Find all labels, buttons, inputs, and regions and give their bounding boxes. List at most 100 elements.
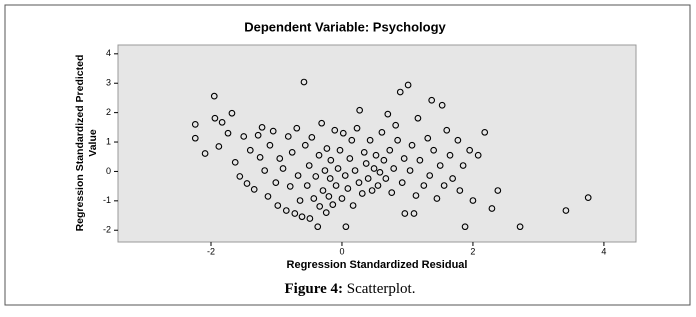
point xyxy=(351,167,359,174)
y-tick-label: 0 xyxy=(106,166,111,176)
x-tick-label: 2 xyxy=(470,246,475,256)
point xyxy=(305,162,313,169)
chart-title: Dependent Variable: Psychology xyxy=(244,19,446,34)
point xyxy=(438,101,446,109)
point xyxy=(298,213,306,221)
point xyxy=(440,182,448,189)
point xyxy=(446,151,454,159)
point xyxy=(401,210,409,217)
point xyxy=(261,167,269,174)
point xyxy=(516,223,524,231)
point xyxy=(414,114,422,122)
point xyxy=(384,110,392,118)
y-axis-label: Value xyxy=(87,129,99,157)
point xyxy=(288,148,296,156)
x-axis-label: Regression Standardized Residual xyxy=(287,259,468,271)
point xyxy=(211,114,219,122)
point xyxy=(228,109,236,117)
point xyxy=(374,182,382,189)
point xyxy=(325,193,333,200)
point xyxy=(308,133,316,141)
point xyxy=(318,119,326,127)
point xyxy=(416,156,424,164)
caption: Figure 4: Scatterplot. xyxy=(285,281,416,297)
point xyxy=(191,134,199,142)
point xyxy=(286,183,294,190)
point xyxy=(469,197,477,204)
point xyxy=(378,128,386,136)
point xyxy=(449,175,456,182)
point xyxy=(562,207,570,214)
point xyxy=(430,146,437,154)
point xyxy=(360,148,368,156)
point xyxy=(294,172,302,179)
point xyxy=(584,194,592,201)
point xyxy=(410,210,418,217)
point xyxy=(256,153,264,161)
point xyxy=(390,165,398,172)
point xyxy=(392,121,400,129)
point xyxy=(341,172,349,179)
y-tick-label: 2 xyxy=(106,107,111,117)
y-tick-label: 4 xyxy=(106,48,111,58)
point xyxy=(327,156,335,164)
point xyxy=(382,175,390,182)
plot-area xyxy=(117,44,637,243)
point xyxy=(334,165,342,172)
point xyxy=(284,133,292,140)
point xyxy=(210,92,218,100)
point xyxy=(400,155,408,162)
point xyxy=(316,203,324,210)
point xyxy=(474,151,482,159)
point xyxy=(404,81,412,89)
point xyxy=(243,180,251,187)
point xyxy=(314,223,322,231)
point xyxy=(433,195,441,202)
y-tick-label: -1 xyxy=(103,195,111,205)
point xyxy=(436,162,444,169)
y-tick-label: -2 xyxy=(103,225,111,235)
y-tick-label: 1 xyxy=(106,136,111,146)
point xyxy=(276,155,284,162)
point xyxy=(236,173,244,180)
point xyxy=(349,202,357,209)
point xyxy=(296,197,304,204)
point xyxy=(321,167,329,174)
point xyxy=(461,223,469,231)
point xyxy=(246,146,254,154)
point xyxy=(362,160,370,167)
point xyxy=(300,78,308,86)
point xyxy=(454,136,462,144)
point xyxy=(356,106,363,114)
point xyxy=(201,150,209,157)
point xyxy=(494,187,502,194)
point xyxy=(303,182,311,189)
point xyxy=(336,146,344,154)
point xyxy=(310,195,318,202)
point xyxy=(420,182,428,189)
point xyxy=(266,141,274,149)
point xyxy=(326,175,334,182)
point xyxy=(306,215,314,222)
x-tick-label: 0 xyxy=(339,246,344,256)
point xyxy=(291,210,299,217)
point xyxy=(443,126,451,134)
point xyxy=(338,195,346,202)
point xyxy=(376,168,384,176)
point xyxy=(264,193,272,200)
x-tick-label: -2 xyxy=(207,246,215,256)
point xyxy=(412,192,420,199)
point xyxy=(301,141,309,149)
point xyxy=(459,162,467,169)
point xyxy=(353,124,361,132)
point xyxy=(406,167,414,174)
point xyxy=(408,141,416,149)
point xyxy=(388,189,396,196)
point xyxy=(355,179,363,186)
point xyxy=(240,133,248,140)
y-axis-label: Regression Standardized Predicted xyxy=(74,55,86,232)
point xyxy=(322,209,330,216)
point xyxy=(215,143,223,150)
